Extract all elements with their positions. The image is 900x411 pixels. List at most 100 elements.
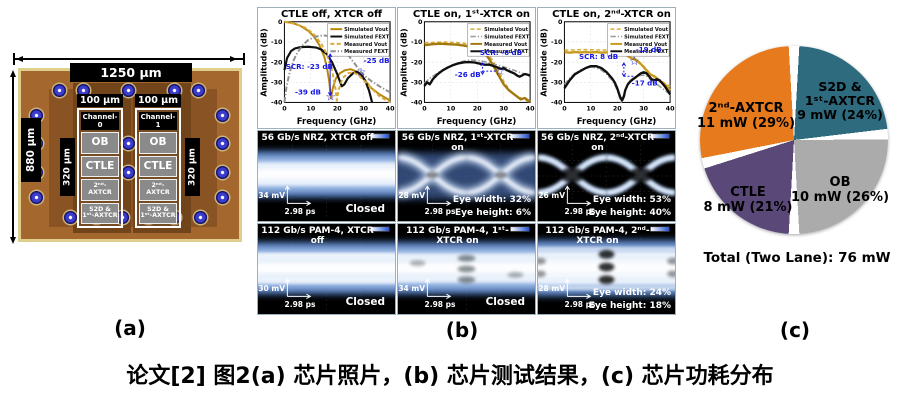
- v-scale-label: 34 mV: [258, 191, 285, 200]
- h-scale-label: 2.98 ps: [564, 300, 596, 309]
- eye-title: 112 Gb/s PAM-4, 2ⁿᵈ-XTCR on: [545, 226, 650, 246]
- series-line: [424, 42, 531, 103]
- intensity-colorbar: [650, 226, 670, 232]
- figure-caption: 论文[2] 图2(a) 芯片照片，(b) 芯片测试结果，(c) 芯片功耗分布: [126, 364, 774, 389]
- svg-text:-20: -20: [411, 58, 423, 66]
- svg-text:-40: -40: [551, 99, 563, 107]
- bond-pad: [29, 190, 43, 204]
- bond-pad: [215, 136, 229, 150]
- svg-text:0: 0: [558, 18, 563, 26]
- eye-width-value: Eye width: 24%: [592, 288, 671, 298]
- channel1-width-label: 100 μm: [135, 94, 181, 107]
- v-scale-label: 28 mV: [398, 191, 425, 200]
- eye-canvas: [398, 224, 535, 314]
- arrow-up-icon: [10, 70, 16, 77]
- svg-text:-40: -40: [271, 99, 283, 107]
- v-scale-label: 28 mV: [538, 284, 565, 293]
- eye-height-value: Eye height: 18%: [588, 301, 671, 311]
- svg-text:0: 0: [562, 104, 567, 112]
- bond-pad: [121, 165, 135, 179]
- eye-title: 112 Gb/s PAM-4, XTCR off: [261, 226, 374, 246]
- svg-text:Simulated Vout: Simulated Vout: [344, 27, 389, 33]
- bond-pad: [193, 210, 207, 224]
- intensity-colorbar: [650, 133, 670, 139]
- svg-text:SCR: -6 dB: SCR: -6 dB: [480, 48, 522, 57]
- block-s2d-1st-axtcr: S2D & 1ˢᵗ-AXTCR: [139, 202, 177, 224]
- svg-text:Measured FEXT: Measured FEXT: [624, 49, 669, 55]
- bond-pad: [191, 83, 205, 97]
- svg-text:10: 10: [586, 104, 595, 112]
- intensity-colorbar: [370, 226, 390, 232]
- pie-label-2nd-axtcr: 2ⁿᵈ-AXTCR 11 mW (29%): [696, 101, 796, 131]
- eye-width-value: Eye width: 32%: [452, 195, 531, 205]
- bond-pad: [63, 210, 77, 224]
- eye-pam4-2nd-xtcr: 112 Gb/s PAM-4, 2ⁿᵈ-XTCR on 28 mV 2.98 p…: [537, 223, 676, 315]
- h-scale-label: 2.98 ps: [564, 207, 596, 216]
- eye-nrz-xtcr-off: 56 Gb/s NRZ, XTCR off 34 mV 2.98 ps Clos…: [257, 130, 396, 222]
- bond-pad: [215, 165, 229, 179]
- svg-text:10: 10: [306, 104, 315, 112]
- svg-text:-40: -40: [411, 99, 423, 107]
- power-pie-chart: S2D & 1ˢᵗ-AXTCR 9 mW (24%) OB 10 mW (26%…: [694, 44, 900, 309]
- svg-text:10: 10: [446, 104, 455, 112]
- eye-width-value: Eye width: 53%: [592, 195, 671, 205]
- block-ob: OB: [139, 132, 177, 154]
- svg-text:-10: -10: [551, 38, 563, 46]
- pie-total-label: Total (Two Lane): 76 mW: [703, 250, 891, 266]
- h-scale-label: 2.98 ps: [424, 300, 456, 309]
- svg-text:-30: -30: [411, 79, 423, 87]
- arrow-right-icon: [230, 56, 237, 62]
- pie-label-ctle: CTLE 8 mW (21%): [703, 185, 793, 215]
- bond-pad: [121, 136, 135, 150]
- svg-text:0: 0: [278, 18, 283, 26]
- svg-text:-26 dB: -26 dB: [455, 70, 481, 79]
- svg-text:30: 30: [639, 104, 648, 112]
- eye-title: 56 Gb/s NRZ, 1ˢᵗ-XTCR on: [401, 133, 514, 153]
- h-scale-label: 2.98 ps: [284, 300, 316, 309]
- block-s2d-1st-axtcr: S2D & 1ˢᵗ-AXTCR: [81, 202, 119, 224]
- plot-title: CTLE on, 2ⁿᵈ-XTCR on: [552, 9, 671, 20]
- series-line: [283, 45, 374, 103]
- svg-text:40: 40: [666, 104, 675, 112]
- arrow-down-icon: [10, 237, 16, 244]
- channel1-name: Channel-1: [139, 112, 177, 130]
- svg-text:Measured FEXT: Measured FEXT: [344, 49, 389, 55]
- svg-text:-19 dB: -19 dB: [636, 45, 662, 54]
- eye-result: Closed: [485, 296, 525, 308]
- width-dimension-arrow: [14, 58, 244, 60]
- pie-label-ob: OB 10 mW (26%): [790, 175, 890, 205]
- y-axis-label: Amplitude (dB): [259, 28, 269, 97]
- x-axis-label: Frequency (GHz): [576, 117, 657, 127]
- eye-result: Closed: [345, 203, 385, 215]
- svg-text:40: 40: [526, 104, 535, 112]
- intensity-colorbar: [370, 133, 390, 139]
- intensity-colorbar: [510, 226, 530, 232]
- eye-canvas: [258, 224, 395, 314]
- eye-pam4-1st-xtcr: 112 Gb/s PAM-4, 1ˢᵗ-XTCR on 34 mV 2.98 p…: [397, 223, 536, 315]
- star-icon: ☆: [356, 65, 367, 79]
- chip-height-label: 880 μm: [21, 118, 41, 182]
- svg-text:Simulated FEXT: Simulated FEXT: [344, 34, 390, 40]
- y-axis-label: Amplitude (dB): [399, 28, 409, 97]
- eye-nrz-1st-xtcr: 56 Gb/s NRZ, 1ˢᵗ-XTCR on 28 mV 2.98 ps E…: [397, 130, 536, 222]
- block-ctle: CTLE: [81, 155, 119, 177]
- eye-title: 56 Gb/s NRZ, 2ⁿᵈ-XTCR on: [540, 133, 655, 153]
- height-dimension-arrow: [12, 74, 14, 240]
- channel0-width-label: 100 μm: [77, 94, 123, 107]
- svg-text:0: 0: [418, 18, 423, 26]
- panel-letter-a: (a): [114, 316, 146, 340]
- pie-label-s2d-1st-axtcr: S2D & 1ˢᵗ-AXTCR 9 mW (24%): [797, 79, 883, 122]
- eye-canvas: [398, 131, 535, 221]
- pie-circle: [700, 46, 888, 234]
- freq-plot-1st-xtcr: 0 10 20 30 40 0 -10 -20 -30 -40 Simulated Vout Simu…: [397, 7, 536, 129]
- eye-result: Closed: [345, 296, 385, 308]
- plot-canvas: 0 10 20 30 40 0 -10 -20 -30 -40 Simulated VoutSimu…: [271, 18, 395, 112]
- x-axis-label: Frequency (GHz): [296, 117, 377, 127]
- svg-text:20: 20: [613, 104, 622, 112]
- plot-canvas: 0 10 20 30 40 0 -10 -20 -30 -40 Simulated VoutSimu…: [411, 18, 535, 112]
- svg-text:Measured Vout: Measured Vout: [344, 42, 388, 48]
- plot-canvas: 0 10 20 30 40 0 -10 -20 -30 -40 Simulated VoutSimu…: [551, 18, 675, 112]
- svg-text:0: 0: [282, 104, 287, 112]
- eye-title: 112 Gb/s PAM-4, 1ˢᵗ-XTCR on: [406, 226, 509, 246]
